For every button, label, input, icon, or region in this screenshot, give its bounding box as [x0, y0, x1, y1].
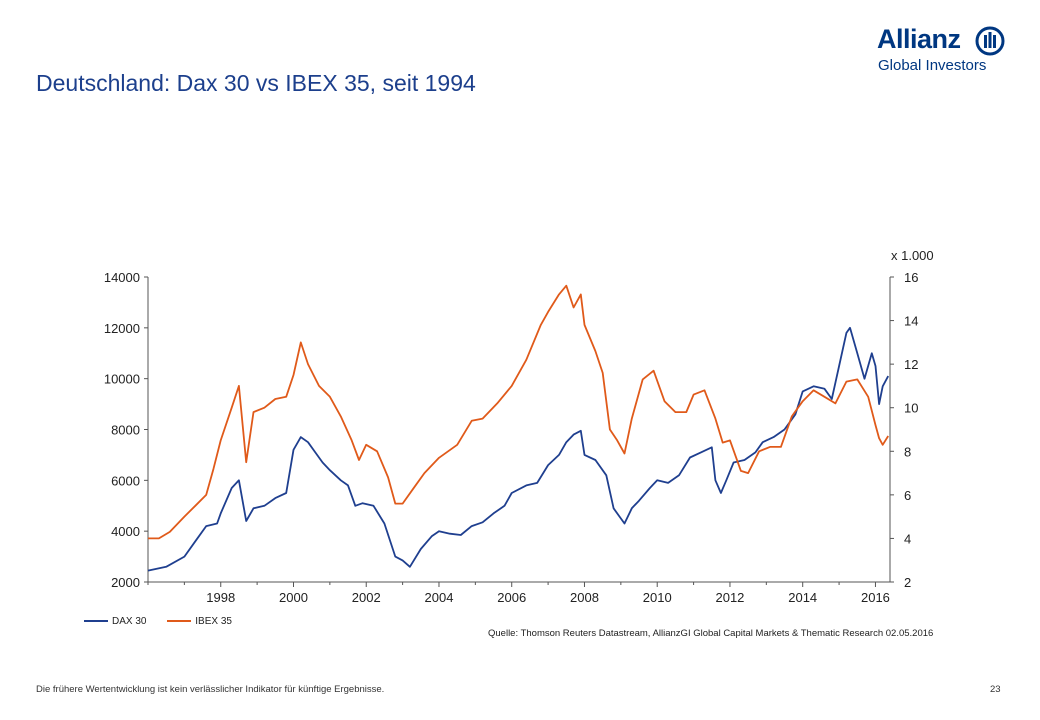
- x-tick-label: 2000: [279, 590, 308, 605]
- y-left-tick-label: 10000: [104, 372, 140, 387]
- x-tick-label: 1998: [206, 590, 235, 605]
- y-left-tick-label: 6000: [111, 473, 140, 488]
- legend-swatch-ibex: [167, 620, 192, 622]
- y-left-tick-label: 8000: [111, 423, 140, 438]
- y-right-tick-label: 14: [904, 314, 918, 329]
- allianz-eagle-icon: [975, 26, 1005, 56]
- x-tick-label: 2006: [497, 590, 526, 605]
- y-right-tick-label: 8: [904, 444, 911, 459]
- x-tick-label: 2014: [788, 590, 817, 605]
- y-right-tick-label: 2: [904, 575, 911, 590]
- legend-swatch-dax: [84, 620, 108, 622]
- chart-axes: 2000 4000 6000 8000 10000 12000 14000 2 4 6 8 10 12 1…: [104, 270, 919, 605]
- legend-label-ibex: IBEX 35: [195, 615, 232, 627]
- logo-wordmark: Allianz: [877, 24, 961, 54]
- x-tick-label: 2012: [715, 590, 744, 605]
- series-line-ibex35: [148, 284, 889, 540]
- y-right-tick-label: 12: [904, 357, 918, 372]
- y-right-tick-label: 10: [904, 401, 918, 416]
- chart-legend: DAX 30 IBEX 35: [84, 614, 250, 627]
- x-tick-label: 2010: [643, 590, 672, 605]
- legend-item-ibex: IBEX 35: [167, 616, 232, 627]
- legend-label-dax: DAX 30: [112, 615, 147, 627]
- legend-item-dax: DAX 30: [84, 616, 146, 627]
- source-note: Quelle: Thomson Reuters Datastream, Alli…: [488, 628, 934, 639]
- y-left-tick-label: 12000: [104, 321, 140, 336]
- series-line-dax30: [147, 326, 889, 572]
- disclaimer-footer: Die frühere Wertentwicklung ist kein ver…: [36, 684, 385, 695]
- page-number: 23: [990, 684, 1001, 695]
- y-left-tick-label: 2000: [111, 575, 140, 590]
- x-tick-label: 2002: [352, 590, 381, 605]
- x-tick-label: 2008: [570, 590, 599, 605]
- y-left-tick-label: 14000: [104, 270, 140, 285]
- y-left-tick-label: 4000: [111, 524, 140, 539]
- x-tick-label: 2004: [425, 590, 454, 605]
- chart-series-layer: [147, 284, 889, 572]
- x-tick-label: 2016: [861, 590, 890, 605]
- logo-subtitle: Global Investors: [878, 57, 987, 74]
- y-right-tick-label: 4: [904, 531, 911, 546]
- allianz-logo: Allianz Global Investors: [877, 24, 1017, 76]
- slide-title: Deutschland: Dax 30 vs IBEX 35, seit 199…: [36, 70, 476, 96]
- y-right-tick-label: 16: [904, 270, 918, 285]
- right-axis-unit-label: x 1.000: [891, 248, 934, 263]
- y-right-tick-label: 6: [904, 488, 911, 503]
